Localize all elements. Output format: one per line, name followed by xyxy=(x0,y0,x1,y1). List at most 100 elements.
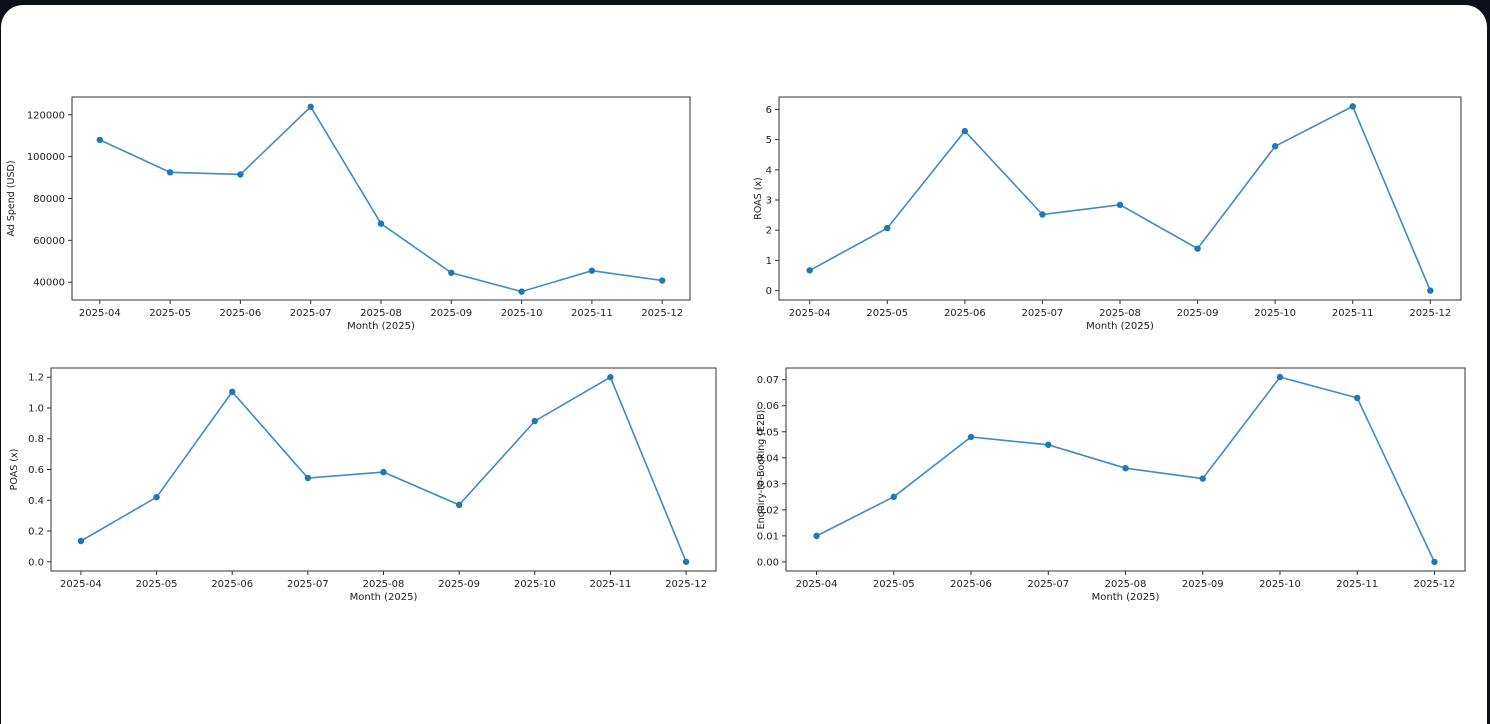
y-tick-label: 0.07 xyxy=(757,375,779,386)
data-point xyxy=(377,220,385,227)
x-tick-label: 2025-06 xyxy=(211,579,253,590)
plot-area-frame xyxy=(71,96,691,301)
x-tick-label: 2025-04 xyxy=(60,579,102,590)
data-point xyxy=(890,493,897,501)
x-axis-label: Month (2025) xyxy=(347,321,415,332)
data-point xyxy=(166,169,174,176)
data-point xyxy=(455,501,463,509)
data-point xyxy=(1276,373,1284,381)
y-tick-label: 5 xyxy=(766,135,772,146)
x-tick-label: 2025-09 xyxy=(1182,579,1224,590)
chart-panel-1: 40000 60000 80000 100000 120000 2025-04 2025-0… xyxy=(6,96,691,332)
y-tick-label: 80000 xyxy=(33,194,65,205)
data-point xyxy=(1194,245,1201,252)
data-point xyxy=(518,288,525,295)
data-point xyxy=(682,558,690,565)
y-tick-label: 6 xyxy=(766,105,772,116)
x-tick-label: 2025-11 xyxy=(590,579,632,590)
series-line xyxy=(809,105,1432,291)
y-axis-label: ROAS (x) xyxy=(753,177,764,220)
x-tick-label: 2025-04 xyxy=(789,308,831,319)
y-tick-label: 2 xyxy=(766,226,772,237)
x-tick-label: 2025-12 xyxy=(665,579,707,590)
x-tick-label: 2025-06 xyxy=(944,308,986,319)
data-point xyxy=(1045,441,1052,448)
data-point xyxy=(884,224,891,232)
data-point xyxy=(380,468,387,476)
chart-panel-3: 0.0 0.2 0.4 0.6 0.8 1.0 1.2 2025-04 2025-05 2025-… xyxy=(9,367,717,603)
y-tick-label: 1.2 xyxy=(28,373,44,384)
x-tick-label: 2025-11 xyxy=(1336,579,1378,590)
x-tick-label: 2025-05 xyxy=(866,308,908,319)
y-tick-label: 0.0 xyxy=(28,557,44,568)
x-tick-label: 2025-12 xyxy=(1414,579,1456,590)
x-axis-label: Month (2025) xyxy=(1092,592,1160,603)
y-tick-label: 1 xyxy=(766,256,772,267)
x-axis-label: Month (2025) xyxy=(350,592,418,603)
x-tick-label: 2025-09 xyxy=(430,308,472,319)
y-tick-label: 60000 xyxy=(33,236,65,247)
x-tick-label: 2025-05 xyxy=(149,308,191,319)
x-tick-label: 2025-11 xyxy=(571,308,613,319)
x-tick-label: 2025-06 xyxy=(220,308,262,319)
y-tick-label: 0.6 xyxy=(28,465,44,476)
data-point xyxy=(77,537,85,545)
y-tick-label: 100000 xyxy=(27,152,65,163)
y-tick-label: 0.02 xyxy=(757,505,779,516)
data-point xyxy=(304,474,312,482)
data-point xyxy=(96,136,104,144)
x-tick-label: 2025-09 xyxy=(1177,308,1219,319)
y-tick-label: 120000 xyxy=(27,110,65,121)
y-tick-label: 0.03 xyxy=(757,479,779,490)
x-tick-label: 2025-06 xyxy=(950,579,992,590)
y-tick-label: 0.4 xyxy=(28,496,44,507)
y-tick-label: 0.8 xyxy=(28,434,44,445)
data-point xyxy=(588,267,596,274)
y-tick-label: 0 xyxy=(766,286,772,297)
data-point xyxy=(1349,103,1356,110)
x-tick-label: 2025-08 xyxy=(1099,308,1141,319)
data-point xyxy=(1199,475,1206,482)
y-tick-label: 0.00 xyxy=(757,557,779,568)
x-tick-label: 2025-07 xyxy=(1027,579,1069,590)
data-point xyxy=(237,171,244,178)
x-tick-label: 2025-12 xyxy=(641,308,683,319)
data-point xyxy=(1271,143,1279,150)
data-point xyxy=(153,493,160,501)
y-tick-label: 3 xyxy=(766,196,772,207)
charts-figure: 40000 60000 80000 100000 120000 2025-04 2025-0… xyxy=(6,96,1466,603)
x-tick-label: 2025-10 xyxy=(1259,579,1301,590)
x-tick-label: 2025-10 xyxy=(1254,308,1296,319)
data-point xyxy=(1431,558,1438,566)
x-tick-label: 2025-09 xyxy=(438,579,480,590)
data-point xyxy=(813,532,820,540)
y-axis-label: POAS (x) xyxy=(9,449,20,491)
y-tick-label: 0.01 xyxy=(757,531,779,542)
x-tick-label: 2025-05 xyxy=(136,579,178,590)
x-tick-label: 2025-07 xyxy=(1022,308,1064,319)
data-point xyxy=(1039,211,1046,218)
chart-card: 40000 60000 80000 100000 120000 2025-04 2025-0… xyxy=(1,5,1487,724)
data-point xyxy=(1354,394,1361,402)
x-tick-label: 2025-07 xyxy=(287,579,329,590)
data-point xyxy=(961,127,969,135)
x-tick-label: 2025-08 xyxy=(363,579,405,590)
x-tick-label: 2025-05 xyxy=(873,579,915,590)
data-point xyxy=(967,433,975,441)
plot-area-frame xyxy=(778,96,1462,301)
data-point xyxy=(607,374,614,381)
y-tick-label: 4 xyxy=(766,165,772,176)
data-point xyxy=(448,269,455,276)
data-point xyxy=(229,388,236,396)
y-tick-label: 0.05 xyxy=(757,427,779,438)
x-tick-label: 2025-04 xyxy=(796,579,838,590)
data-point xyxy=(531,417,538,425)
chart-panel-4: 0.00 0.01 0.02 0.03 0.04 0.05 0.06 0.07 2025-04 2… xyxy=(756,367,1466,603)
y-tick-label: 1.0 xyxy=(28,403,44,414)
data-point xyxy=(806,267,813,274)
y-tick-label: 40000 xyxy=(33,278,65,289)
series-line xyxy=(99,105,663,293)
data-point xyxy=(307,103,314,111)
data-point xyxy=(1122,464,1129,472)
